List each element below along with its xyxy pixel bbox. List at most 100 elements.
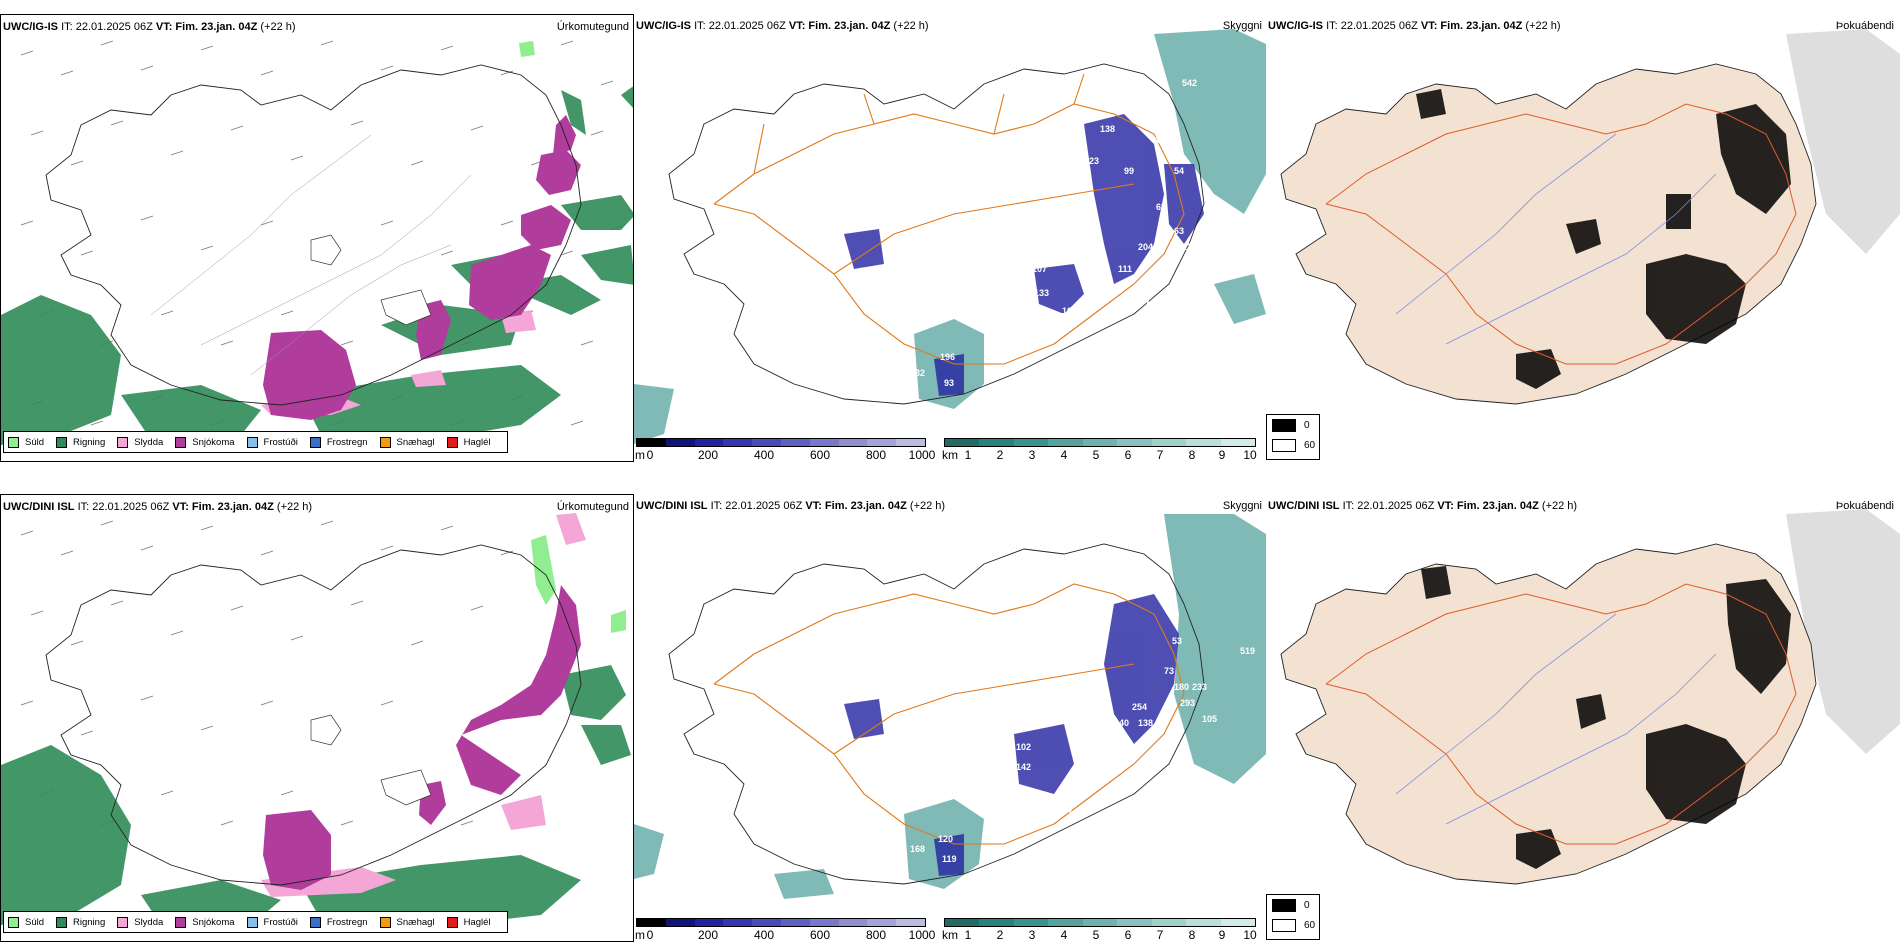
iceland-outline bbox=[45, 64, 582, 406]
fog-areas bbox=[1416, 89, 1791, 389]
vis-label: 73 bbox=[1164, 666, 1174, 676]
wind-barbs bbox=[20, 520, 514, 826]
valid-time: VT: Fim. 23.jan. 04Z bbox=[172, 501, 274, 513]
legend-swatch bbox=[446, 436, 458, 448]
vis-label: 123 bbox=[1084, 156, 1099, 166]
vis-label: 154 bbox=[1014, 296, 1029, 306]
legend-swatch bbox=[309, 916, 321, 928]
rivers bbox=[1395, 133, 1717, 345]
legend-swatch bbox=[175, 436, 187, 448]
visibility-map: 542 138 118 107 123 99 52 54 69 63 117 2… bbox=[634, 29, 1266, 444]
low-ceiling-areas bbox=[844, 114, 1204, 396]
vis-label: 108 bbox=[1062, 306, 1077, 316]
panel-title: Skyggni bbox=[1222, 500, 1262, 512]
tick-label: 0 bbox=[646, 448, 654, 462]
vis-label: 63 bbox=[1174, 226, 1184, 236]
model-name: UWC/IG-IS bbox=[636, 20, 691, 32]
legend-item: Slydda bbox=[117, 436, 163, 448]
tick-label: 4 bbox=[1060, 448, 1068, 462]
vis-label: 168 bbox=[910, 844, 925, 854]
ceiling-unit: m bbox=[635, 448, 645, 462]
tick-label: 4 bbox=[1060, 928, 1068, 942]
tick-label: 0 bbox=[646, 928, 654, 942]
visibility-panel-row2: UWC/DINI ISL IT: 22.01.2025 06Z VT: Fim.… bbox=[634, 494, 1266, 942]
legend-item: Frostúði bbox=[246, 916, 298, 928]
lead-time: (+22 h) bbox=[909, 500, 946, 512]
tick-label: 800 bbox=[865, 928, 887, 942]
ceiling-colorbar: m 0 200 400 600 800 1000 bbox=[635, 438, 935, 462]
tick-label: 200 bbox=[697, 928, 719, 942]
tick-label: 6 bbox=[1124, 928, 1132, 942]
tick-label: 2 bbox=[996, 928, 1004, 942]
tick-label: 600 bbox=[809, 928, 831, 942]
tick-label: 400 bbox=[753, 448, 775, 462]
tick-label: 200 bbox=[697, 448, 719, 462]
legend-swatch bbox=[446, 916, 458, 928]
panel-header: UWC/IG-IS IT: 22.01.2025 06Z VT: Fim. 23… bbox=[636, 20, 929, 32]
rain-areas bbox=[1, 86, 633, 445]
tick-label: 9 bbox=[1218, 448, 1226, 462]
ceiling-unit: m bbox=[635, 928, 645, 942]
panel-header: UWC/DINI ISL IT: 22.01.2025 06Z VT: Fim.… bbox=[3, 501, 312, 513]
roads bbox=[1325, 583, 1797, 845]
fog-legend: 0 60 bbox=[1266, 414, 1320, 460]
ceiling-colorbar-strip bbox=[636, 438, 926, 447]
precip-panel-row2: UWC/DINI ISL IT: 22.01.2025 06Z VT: Fim.… bbox=[0, 494, 634, 942]
fog-legend-swatch bbox=[1272, 438, 1296, 452]
tick-label: 400 bbox=[753, 928, 775, 942]
lead-time: (+22 h) bbox=[276, 501, 313, 513]
legend-swatch bbox=[56, 916, 68, 928]
tick-label: 600 bbox=[809, 448, 831, 462]
tick-label: 8 bbox=[1188, 448, 1196, 462]
fog-map bbox=[1280, 29, 1900, 405]
ceiling-colorbar-labels: m 0 200 400 600 800 1000 bbox=[635, 447, 935, 462]
glaciers bbox=[310, 234, 432, 326]
tick-label: 1000 bbox=[908, 448, 936, 462]
valid-time: VT: Fim. 23.jan. 04Z bbox=[788, 20, 891, 32]
panel-title: Skyggni bbox=[1222, 20, 1262, 32]
tick-label: 5 bbox=[1092, 928, 1100, 942]
legend-swatch bbox=[379, 916, 391, 928]
vis-label: 293 bbox=[1180, 698, 1195, 708]
visibility-values: 519 53 73 180 233 293 105 254 138 140 10… bbox=[860, 636, 1255, 864]
panel-title: Þokuábendi bbox=[1835, 20, 1894, 32]
vis-label: 120 bbox=[938, 834, 953, 844]
rivers bbox=[150, 134, 472, 376]
offshore-fog bbox=[1786, 509, 1900, 754]
vis-label: 111 bbox=[1118, 264, 1132, 274]
drizzle-areas bbox=[531, 535, 626, 633]
legend-item: Slydda bbox=[117, 916, 163, 928]
tick-label: 1 bbox=[964, 928, 972, 942]
legend-item: Rigning bbox=[56, 916, 105, 928]
fog-panel-row2: UWC/DINI ISL IT: 22.01.2025 06Z VT: Fim.… bbox=[1266, 494, 1900, 942]
legend-item: Súld bbox=[8, 436, 44, 448]
vis-label: 204 bbox=[1138, 242, 1153, 252]
ceiling-colorbar: m 0 200 400 600 800 1000 bbox=[635, 918, 935, 942]
tick-label: 5 bbox=[1092, 448, 1100, 462]
fog-legend-row: 0 bbox=[1267, 415, 1319, 435]
fog-legend-swatch bbox=[1272, 918, 1296, 932]
init-time: IT: 22.01.2025 06Z bbox=[1326, 20, 1418, 32]
low-ceiling-areas bbox=[844, 594, 1179, 876]
vis-label: 53 bbox=[1172, 636, 1182, 646]
tick-label: 10 bbox=[1243, 928, 1257, 942]
lead-time: (+22 h) bbox=[1541, 500, 1578, 512]
visibility-colorbar-strip bbox=[944, 438, 1256, 447]
roads bbox=[713, 73, 1185, 365]
legend-item: Frostúði bbox=[246, 436, 298, 448]
vis-label: 52 bbox=[1154, 136, 1164, 146]
visibility-colorbar-labels: km 1 2 3 4 5 6 7 8 9 10 bbox=[942, 447, 1257, 462]
vis-label: 519 bbox=[1240, 646, 1255, 656]
legend-swatch bbox=[175, 916, 187, 928]
fog-legend-swatch bbox=[1272, 418, 1296, 432]
vis-label: 117 bbox=[1182, 242, 1197, 252]
legend-swatch bbox=[8, 916, 19, 928]
legend-swatch bbox=[309, 436, 321, 448]
vis-label: 180 bbox=[1174, 682, 1189, 692]
init-time: IT: 22.01.2025 06Z bbox=[77, 501, 170, 513]
vis-label: 119 bbox=[942, 854, 957, 864]
vis-label: 69 bbox=[1156, 202, 1166, 212]
iceland-outline bbox=[45, 544, 582, 886]
init-time: IT: 22.01.2025 06Z bbox=[1342, 500, 1435, 512]
vis-label: 107 bbox=[860, 742, 875, 752]
